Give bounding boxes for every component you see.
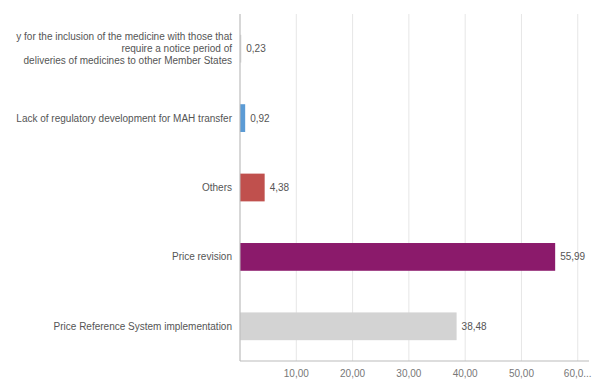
bar bbox=[240, 243, 555, 271]
bar bbox=[240, 312, 457, 340]
data-label: 4,38 bbox=[270, 182, 290, 193]
bar bbox=[240, 174, 265, 202]
grid-line bbox=[408, 14, 409, 361]
grid-line bbox=[521, 14, 522, 361]
x-tick-label: 50,00 bbox=[509, 368, 534, 379]
grid-line bbox=[296, 14, 297, 361]
x-tick-label: 30,00 bbox=[396, 368, 421, 379]
category-label: Price revision bbox=[172, 251, 232, 262]
x-tick-label: 40,00 bbox=[453, 368, 478, 379]
grid-line bbox=[577, 14, 578, 361]
category-label: y for the inclusion of the medicine with… bbox=[16, 31, 232, 66]
category-label: Price Reference System implementation bbox=[54, 321, 232, 332]
chart: 10,00 20,00 30,00 40,00 50,00 60,0... 0,23 0,92… bbox=[0, 0, 611, 391]
data-label: 55,99 bbox=[560, 251, 585, 262]
grid-line bbox=[240, 14, 241, 361]
data-label: 38,48 bbox=[462, 321, 487, 332]
x-tick-label: 10,00 bbox=[284, 368, 309, 379]
category-label: Others bbox=[202, 182, 232, 193]
data-label: 0,23 bbox=[246, 43, 266, 54]
category-label: Lack of regulatory development for MAH t… bbox=[16, 113, 232, 124]
bars bbox=[240, 35, 555, 340]
x-tick-label: 20,00 bbox=[340, 368, 365, 379]
grid-line bbox=[352, 14, 353, 361]
y-axis-line bbox=[240, 14, 241, 361]
data-label: 0,92 bbox=[250, 113, 270, 124]
x-tick-label: 60,0... bbox=[564, 368, 592, 379]
x-axis-line bbox=[240, 361, 589, 362]
bar bbox=[240, 104, 245, 132]
grid bbox=[240, 14, 578, 361]
grid-line bbox=[465, 14, 466, 361]
